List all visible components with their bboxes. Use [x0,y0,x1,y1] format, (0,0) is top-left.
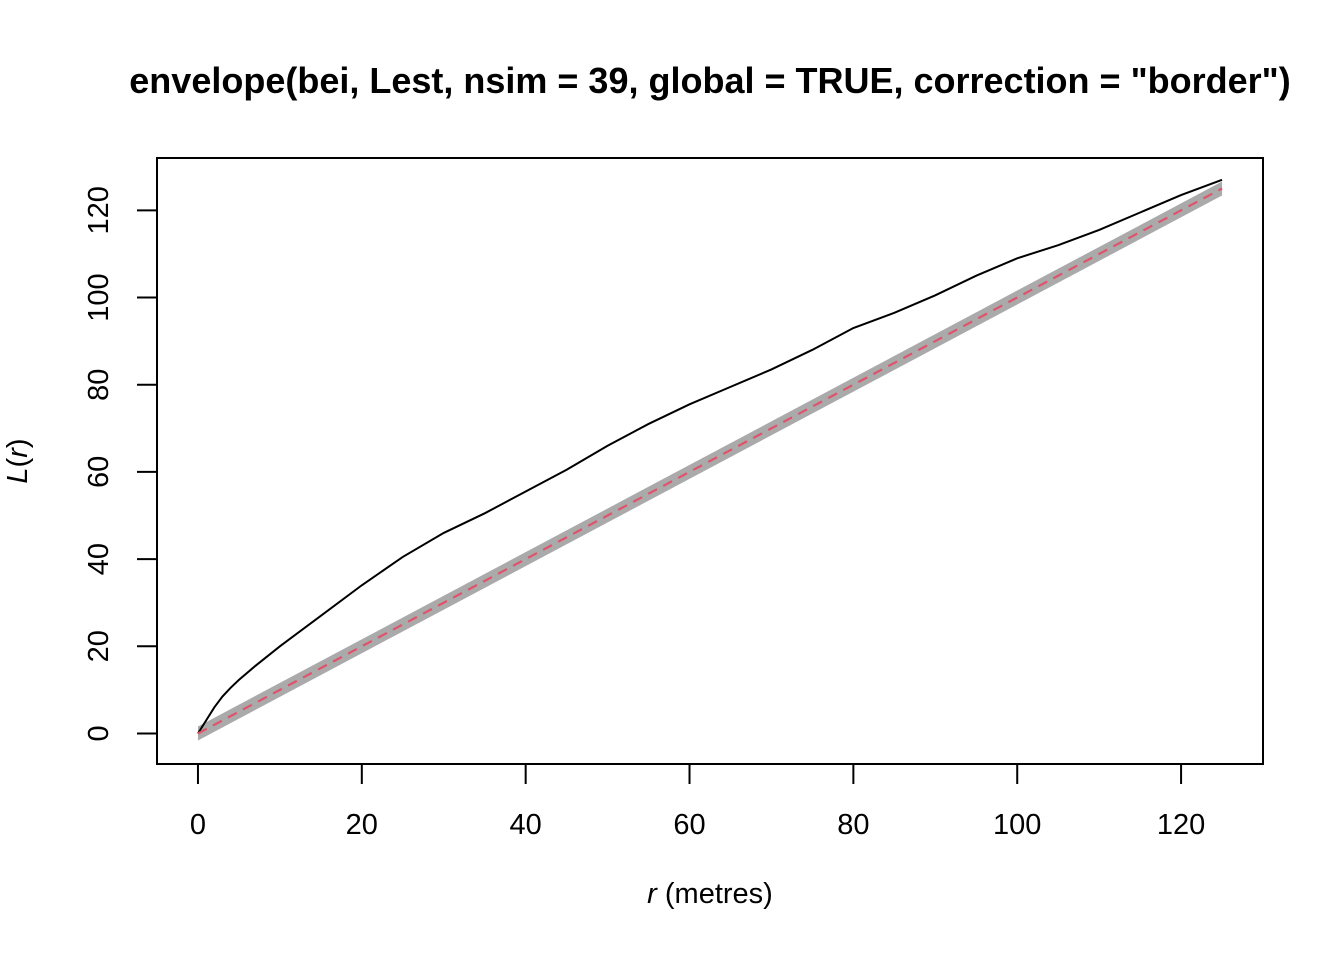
y-tick-label: 80 [83,369,115,401]
y-tick-label: 100 [83,273,115,321]
y-tick-label: 20 [83,630,115,662]
theoretical-line [197,187,1223,735]
y-tick-label: 0 [83,725,115,741]
x-tick-label: 120 [1157,809,1205,841]
chart-title: envelope(bei, Lest, nsim = 39, global = … [129,60,1290,101]
y-tick-label: 40 [83,543,115,575]
x-tick-label: 60 [673,809,705,841]
y-tick-label: 60 [83,456,115,488]
x-tick-label: 80 [837,809,869,841]
x-tick-label: 20 [346,809,378,841]
x-axis-label: r (metres) [647,878,773,910]
observed-line [197,178,1223,735]
x-tick-label: 40 [510,809,542,841]
y-tick-label: 120 [83,186,115,234]
y-axis-label: L(r) [2,438,34,483]
x-tick-label: 100 [993,809,1041,841]
x-tick-label: 0 [190,809,206,841]
